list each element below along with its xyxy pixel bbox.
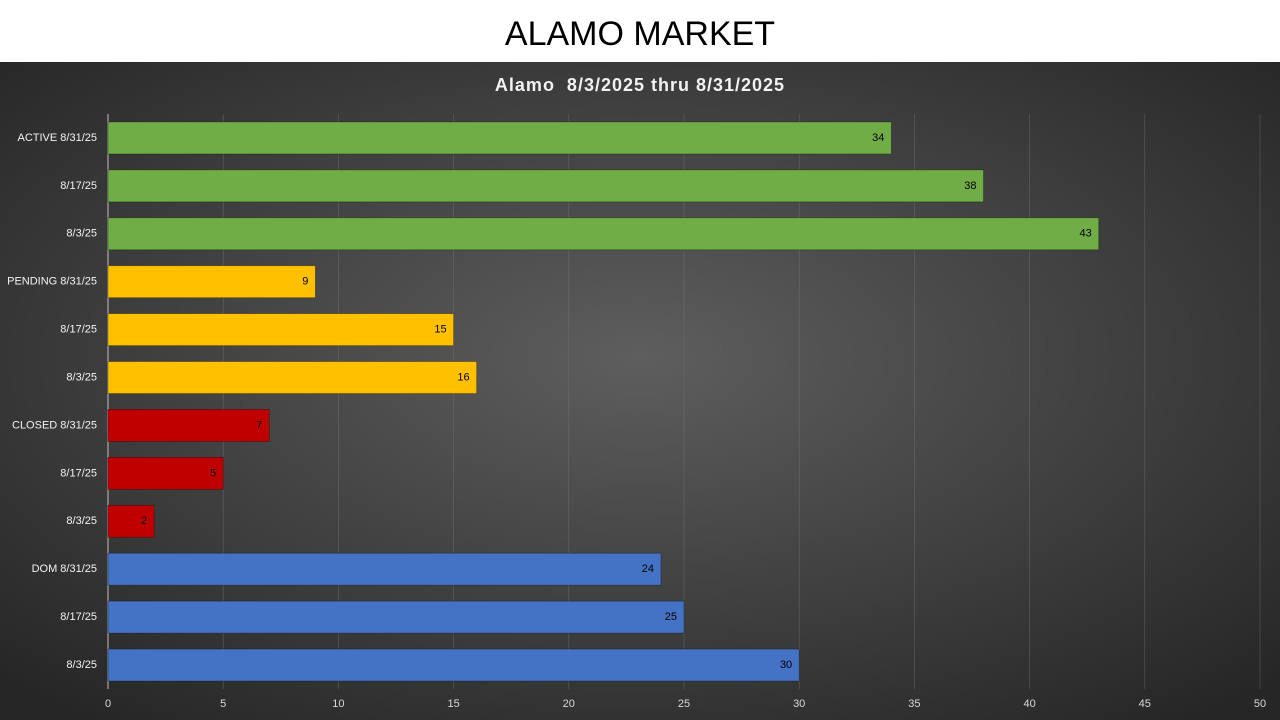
y-tick-label: PENDING 8/31/25	[7, 276, 97, 288]
value-label: 5	[210, 467, 216, 479]
bar	[107, 169, 984, 203]
x-tick-label: 50	[1254, 698, 1266, 710]
y-tick-label: 8/3/25	[66, 515, 97, 527]
bar	[107, 313, 455, 347]
x-tick-label: 45	[1139, 698, 1151, 710]
bar	[107, 265, 316, 299]
bar	[107, 600, 685, 634]
y-tick-label: DOM 8/31/25	[32, 563, 97, 575]
bar	[107, 648, 800, 682]
header-band	[0, 0, 1280, 62]
x-tick-label: 35	[908, 698, 920, 710]
x-tick-label: 5	[220, 698, 226, 710]
y-tick-label: 8/3/25	[66, 228, 97, 240]
y-tick-label: 8/3/25	[66, 659, 97, 671]
value-label: 16	[457, 371, 469, 383]
y-tick-label: 8/17/25	[60, 611, 97, 623]
y-tick-label: 8/17/25	[60, 324, 97, 336]
bar	[107, 552, 662, 586]
bar	[107, 456, 224, 490]
bar	[107, 504, 155, 538]
y-tick-label: ACTIVE 8/31/25	[18, 132, 98, 144]
y-tick-label: 8/17/25	[60, 467, 97, 479]
value-label: 34	[872, 132, 884, 144]
chart-title: Alamo 8/3/2025 thru 8/31/2025	[495, 75, 785, 95]
y-tick-label: 8/3/25	[66, 371, 97, 383]
value-label: 9	[302, 276, 308, 288]
bar	[107, 121, 892, 155]
x-tick-label: 40	[1023, 698, 1035, 710]
y-tick-label: CLOSED 8/31/25	[12, 419, 97, 431]
value-label: 24	[642, 563, 654, 575]
value-label: 38	[964, 180, 976, 192]
x-tick-label: 15	[447, 698, 459, 710]
bar	[107, 217, 1100, 251]
value-label: 15	[434, 324, 446, 336]
x-tick-label: 30	[793, 698, 805, 710]
value-label: 7	[256, 419, 262, 431]
page-title: ALAMO MARKET	[505, 15, 775, 53]
bar	[107, 409, 270, 442]
value-label: 2	[141, 515, 147, 527]
value-label: 30	[780, 659, 792, 671]
y-tick-label: 8/17/25	[60, 180, 97, 192]
x-tick-label: 25	[678, 698, 690, 710]
x-tick-label: 20	[563, 698, 575, 710]
x-tick-label: 0	[105, 698, 111, 710]
value-label: 25	[665, 611, 677, 623]
value-label: 43	[1079, 228, 1091, 240]
bar	[107, 361, 478, 394]
x-tick-label: 10	[332, 698, 344, 710]
